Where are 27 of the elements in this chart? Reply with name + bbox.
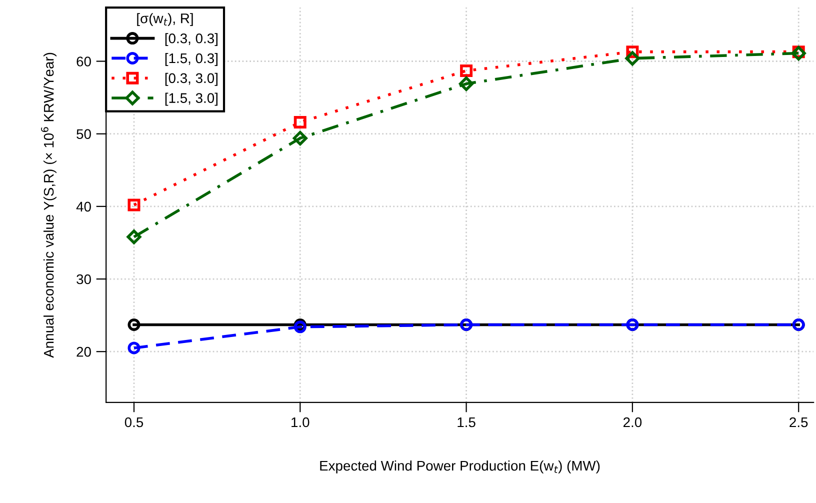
- legend-label: [1.5, 0.3]: [165, 52, 218, 66]
- y-tick-label: 50: [76, 129, 91, 140]
- legend-label: [1.5, 3.0]: [165, 92, 218, 106]
- point: [459, 76, 474, 92]
- point: [292, 130, 308, 146]
- legend-title: [σ(w$_{t}$), R]: [137, 13, 193, 26]
- x-axis-title: Expected Wind Power Production E(w$_{t}$) (MW): [320, 460, 600, 474]
- x-tick-label: 2.0: [623, 417, 642, 428]
- point: [128, 198, 140, 212]
- x-tick-label: 2.5: [790, 417, 808, 428]
- y-axis-title: Annual economic value Y(S,R) (× 10$^{6}$ KRW/Year): [41, 52, 56, 358]
- y-tick-label: 30: [76, 274, 91, 284]
- x-tick-label: 1.0: [292, 417, 310, 428]
- legend-label: [0.3, 0.3]: [165, 33, 218, 46]
- point: [625, 51, 640, 66]
- point: [294, 320, 306, 334]
- legend-label: [0.3, 3.0]: [165, 72, 218, 86]
- x-tick-label: 1.5: [458, 417, 476, 428]
- point: [126, 230, 142, 244]
- point: [128, 342, 140, 354]
- x-tick-label: 0.5: [124, 417, 144, 428]
- point: [128, 318, 140, 331]
- point: [294, 116, 306, 128]
- y-tick-label: 40: [76, 202, 91, 212]
- y-tick-label: 60: [76, 56, 91, 66]
- point: [460, 64, 473, 77]
- y-tick-label: 20: [76, 346, 91, 357]
